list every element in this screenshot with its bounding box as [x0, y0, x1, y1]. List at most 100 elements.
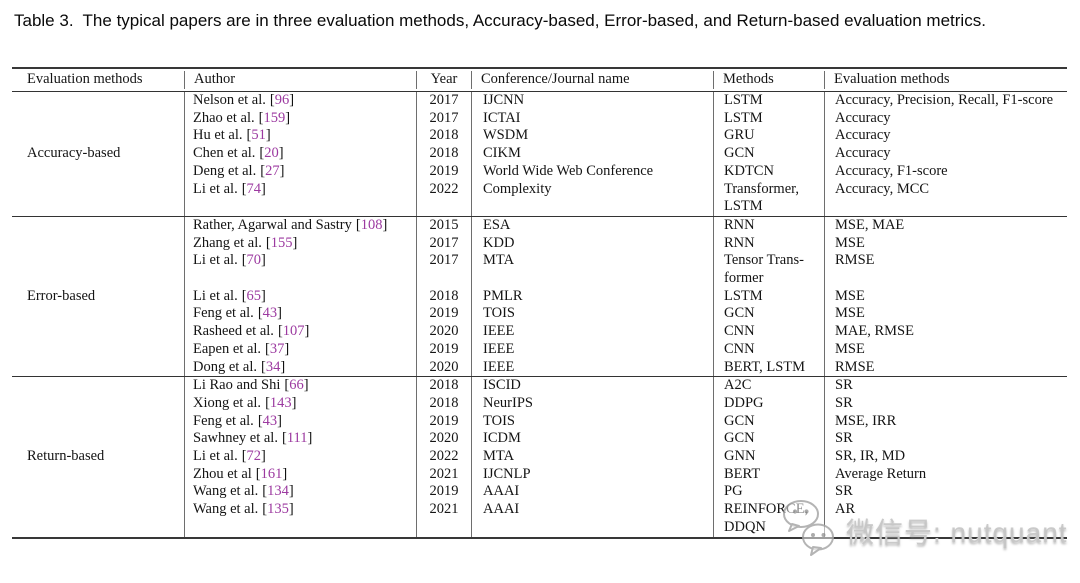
citation-ref[interactable]: 27	[265, 162, 280, 179]
year-cell: 2017	[416, 252, 471, 288]
citation-ref[interactable]: 51	[251, 127, 266, 144]
year-cell: 2022	[416, 448, 471, 466]
citation-bracket: 43	[258, 305, 282, 321]
header-evaluation-methods-group: Evaluation methods	[12, 71, 185, 89]
citation-ref[interactable]: 111	[286, 430, 308, 447]
citation-ref[interactable]: 34	[265, 358, 281, 375]
author-name: Wang et al.	[193, 483, 259, 500]
author-cell: Deng et al. 27	[185, 163, 416, 181]
metrics-cell: Accuracy, Precision, Recall, F1-score	[824, 92, 1067, 110]
year-cell: 2019	[416, 340, 471, 359]
methods-cell: BERT	[713, 465, 824, 484]
venue-cell: ICTAI	[471, 109, 713, 128]
methods-cell: CNN	[713, 340, 824, 359]
year-cell: 2021	[416, 465, 471, 484]
table-row: Li et al. 72 2022 MTA GNN SR, IR, MD	[185, 448, 1067, 466]
group-label: Error-based	[12, 216, 185, 377]
citation-ref[interactable]: 107	[282, 323, 305, 340]
author-name: Hu et al.	[193, 127, 243, 144]
table-row: Rasheed et al. 107 2020 IEEE CNN MAE, RMS…	[185, 323, 1067, 341]
metrics-cell: Accuracy	[824, 127, 1067, 146]
table-caption-text: The typical papers are in three evaluati…	[82, 11, 986, 30]
methods-cell: Transformer, LSTM	[713, 180, 824, 216]
methods-cell: LSTM	[713, 109, 824, 128]
table-caption-label: Table 3.	[14, 11, 74, 30]
citation-ref[interactable]: 37	[269, 340, 285, 357]
metrics-cell: Accuracy	[824, 109, 1067, 128]
table-row: Dong et al. 34 2020 IEEE BERT, LSTM RMSE	[185, 358, 1067, 377]
table-row: Hu et al. 51 2018 WSDM GRU Accuracy	[185, 127, 1067, 146]
author-name: Xiong et al.	[193, 394, 262, 411]
methods-cell: GCN	[713, 145, 824, 163]
author-cell: Sawhney et al. 111	[185, 430, 416, 448]
venue-cell: IJCNN	[471, 92, 713, 110]
year-cell: 2018	[416, 394, 471, 413]
methods-cell: BERT, LSTM	[713, 358, 824, 377]
author-name: Nelson et al.	[193, 92, 266, 108]
methods-cell: Tensor Trans­former	[713, 252, 824, 288]
author-name: Rather, Agarwal and Sastry	[193, 216, 352, 233]
table-row: Li et al. 70 2017 MTA Tensor Trans­former…	[185, 252, 1067, 288]
citation-ref[interactable]: 161	[260, 465, 283, 482]
author-name: Li et al.	[193, 180, 238, 197]
year-cell: 2017	[416, 234, 471, 253]
citation-ref[interactable]: 70	[246, 252, 262, 269]
metrics-cell: Accuracy, F1-score	[824, 162, 1067, 181]
venue-cell: MTA	[471, 252, 713, 288]
citation-ref[interactable]: 74	[246, 180, 262, 197]
author-name: Deng et al.	[193, 162, 257, 179]
group-rows: Li Rao and Shi 66 2018 ISCID A2C SR Xiong…	[185, 377, 1067, 537]
table-row: Zhao et al. 159 2017 ICTAI LSTM Accuracy	[185, 109, 1067, 128]
citation-bracket: 66	[284, 377, 308, 393]
citation-ref[interactable]: 143	[269, 394, 292, 411]
citation-ref[interactable]: 72	[246, 448, 262, 465]
venue-cell: NeurIPS	[471, 394, 713, 413]
metrics-cell: MSE	[824, 305, 1067, 324]
year-cell: 2020	[416, 358, 471, 377]
citation-ref[interactable]: 65	[246, 287, 262, 304]
author-name: Dong et al.	[193, 358, 258, 375]
table-header-row: Evaluation methods Author Year Conferenc…	[12, 69, 1067, 91]
year-cell: 2017	[416, 92, 471, 110]
author-cell: Feng et al. 43	[185, 413, 416, 431]
citation-ref[interactable]: 134	[267, 483, 289, 500]
header-evaluation-metrics: Evaluation methods	[824, 71, 1067, 89]
year-cell: 2018	[416, 377, 471, 395]
group-rows: Rather, Agarwal and Sastry 108 2015 ESA R…	[185, 216, 1067, 377]
citation-ref[interactable]: 159	[263, 109, 286, 126]
methods-cell: GCN	[713, 430, 824, 449]
author-name: Li Rao and Shi	[193, 377, 281, 394]
metrics-cell: SR	[824, 377, 1067, 395]
metrics-cell: Accuracy, MCC	[824, 180, 1067, 216]
table-row: Zhang et al. 155 2017 KDD RNN MSE	[185, 234, 1067, 253]
citation-ref[interactable]: 20	[264, 145, 279, 162]
venue-cell: ESA	[471, 216, 713, 235]
table-row: Feng et al. 43 2019 TOIS GCN MSE	[185, 305, 1067, 324]
year-cell: 2019	[416, 412, 471, 431]
author-name: Rasheed et al.	[193, 323, 274, 340]
citation-bracket: 20	[259, 145, 283, 161]
metrics-cell: RMSE	[824, 252, 1067, 288]
citation-ref[interactable]: 96	[274, 92, 290, 108]
header-year: Year	[416, 71, 471, 89]
methods-cell: RNN	[713, 234, 824, 253]
metrics-cell: MSE	[824, 234, 1067, 253]
citation-bracket: 74	[242, 181, 266, 197]
author-cell: Wang et al. 134	[185, 483, 416, 501]
citation-ref[interactable]: 43	[262, 305, 278, 322]
author-name: Feng et al.	[193, 305, 254, 322]
citation-ref[interactable]: 108	[360, 216, 383, 233]
group-label: Return-based	[12, 377, 185, 537]
citation-ref[interactable]: 135	[267, 501, 289, 518]
citation-ref[interactable]: 43	[262, 412, 278, 429]
citation-bracket: 27	[260, 163, 284, 179]
methods-cell: GNN	[713, 448, 824, 466]
author-name: Zhang et al.	[193, 234, 262, 251]
citation-ref[interactable]: 155	[270, 234, 293, 251]
year-cell: 2020	[416, 323, 471, 341]
venue-cell: KDD	[471, 234, 713, 253]
citation-ref[interactable]: 66	[289, 377, 304, 394]
table-row: Wang et al. 135 2021 AAAI REINFORCE, DDQN…	[185, 501, 1067, 537]
metrics-cell: MSE, MAE	[824, 216, 1067, 235]
venue-cell: AAAI	[471, 483, 713, 502]
